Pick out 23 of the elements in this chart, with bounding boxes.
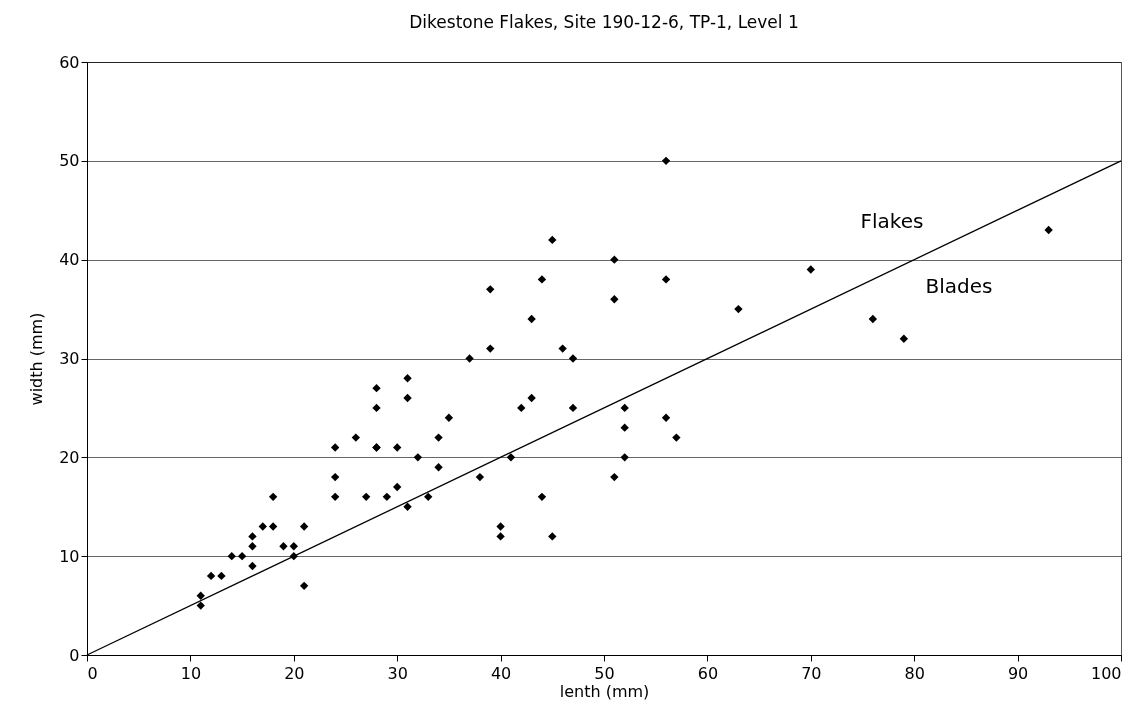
x-tick-label: 100	[1090, 663, 1122, 683]
x-tick-label: 50	[594, 663, 615, 683]
annotation: Blades	[925, 274, 993, 298]
y-tick-label: 60	[59, 52, 80, 72]
x-tick-label: 40	[490, 663, 512, 683]
annotation: Flakes	[860, 209, 924, 233]
y-tick-label: 0	[69, 645, 80, 665]
y-tick-label: 30	[59, 349, 80, 368]
x-tick-label: 30	[387, 663, 408, 683]
x-tick-label: 20	[284, 663, 305, 683]
y-axis-title: width (mm)	[27, 312, 47, 406]
x-tick-label: 10	[180, 663, 202, 683]
y-tick-label: 20	[59, 447, 80, 467]
x-tick-label: 90	[1007, 663, 1029, 683]
y-tick-label: 10	[59, 546, 80, 566]
x-tick-label: 80	[904, 663, 925, 683]
x-tick-label: 60	[697, 663, 719, 683]
chart-title: Dikestone Flakes, Site 190-12-6, TP-1, Level 1	[409, 12, 799, 32]
x-tick-label: 70	[801, 663, 822, 683]
x-tick-label: 0	[87, 663, 98, 683]
x-axis-title: lenth (mm)	[559, 681, 650, 701]
y-tick-label: 50	[59, 151, 80, 171]
y-tick-label: 40	[59, 250, 80, 270]
